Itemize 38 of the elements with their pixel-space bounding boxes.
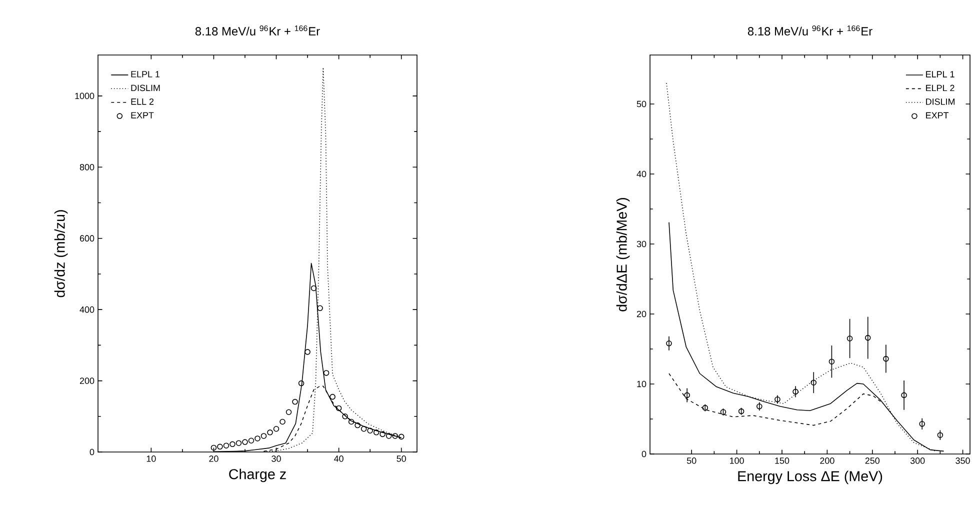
legend-label: EXPT [926,112,949,118]
chart-title: 8.18 MeV/u $^{96}$Kr + $^{166}$Er [748,25,872,36]
x-tick-label: 200 [820,458,834,464]
x-tick-label: 10 [146,456,156,462]
x-tick-label: 50 [686,458,696,464]
y-tick-label: 20 [636,310,646,318]
y-tick-label: 0 [642,450,646,458]
y-tick-label: 40 [636,170,646,178]
y-axis-title: dσ/dΔE (mb/MeV) [616,198,630,312]
x-tick-label: 100 [730,458,744,464]
y-tick-label: 200 [80,378,94,384]
x-axis-title: Charge z [229,468,286,482]
legend-label: ELPL 1 [926,71,954,78]
legend-label: DISLIM [926,98,954,105]
x-tick-label: 20 [209,456,218,462]
y-tick-label: 1000 [75,92,94,100]
x-tick-label: 40 [334,456,344,462]
x-axis-title: Energy Loss ΔE (MeV) [738,470,882,484]
legend-label: ELL 2 [131,98,154,105]
legend-label: EXPT [131,112,154,118]
legend-label: DISLIM [131,84,160,92]
y-tick-label: 50 [636,100,646,108]
x-tick-label: 300 [910,458,925,464]
y-tick-label: 800 [80,164,94,170]
x-tick-label: 50 [396,456,406,462]
x-tick-label: 250 [865,458,880,464]
x-tick-label: 150 [775,458,790,464]
legend-label: ELPL 2 [926,84,954,92]
x-tick-label: 30 [272,456,281,462]
y-tick-label: 0 [90,448,94,456]
y-tick-label: 30 [636,240,646,248]
y-axis-title: dσ/dz (mb/zu) [54,210,68,298]
chart-title: 8.18 MeV/u $^{96}$Kr + $^{166}$Er [195,25,320,36]
legend-label: ELPL 1 [131,71,160,78]
y-tick-label: 400 [80,306,94,313]
x-tick-label: 350 [956,458,970,464]
y-tick-label: 600 [80,235,94,242]
y-tick-label: 10 [637,380,646,388]
